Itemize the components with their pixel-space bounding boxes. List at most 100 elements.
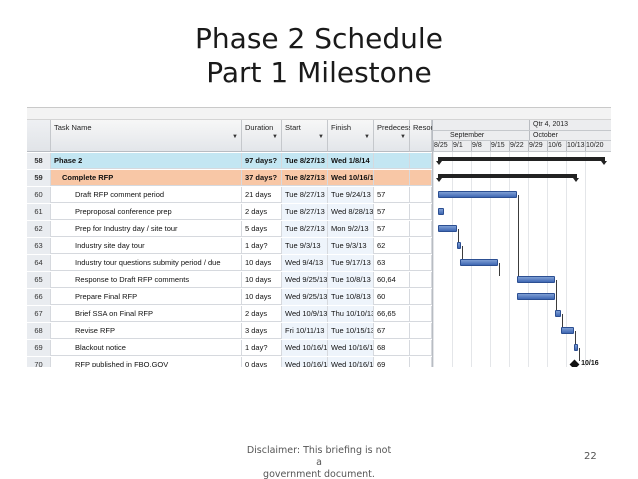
chevron-down-icon[interactable]: ▼ [318, 134, 324, 140]
task-name-cell[interactable]: Industry tour questions submity period /… [51, 255, 242, 271]
task-name-cell[interactable]: Blackout notice [51, 340, 242, 356]
duration-cell[interactable]: 5 days [242, 221, 282, 237]
task-name-cell[interactable]: Draft RFP comment period [51, 187, 242, 203]
row-number[interactable]: 61 [27, 204, 51, 220]
finish-cell[interactable]: Tue 10/8/13 [328, 272, 374, 288]
predecessors-cell[interactable]: 67 [374, 323, 410, 339]
predecessors-cell[interactable]: 57 [374, 187, 410, 203]
row-number[interactable]: 63 [27, 238, 51, 254]
task-name-cell[interactable]: Phase 2 [51, 153, 242, 169]
table-row[interactable]: 59 Complete RFP 37 days? Tue 8/27/13 Wed 10/… [27, 170, 432, 186]
task-bar[interactable] [457, 242, 462, 249]
resources-cell[interactable] [410, 289, 432, 305]
duration-cell[interactable]: 10 days [242, 289, 282, 305]
task-bar[interactable] [438, 191, 518, 198]
task-bar[interactable] [555, 310, 561, 317]
row-number[interactable]: 59 [27, 170, 51, 186]
start-cell[interactable]: Tue 8/27/13 [282, 153, 328, 169]
resources-header[interactable]: Resou [410, 120, 435, 152]
finish-cell[interactable]: Tue 9/3/13 [328, 238, 374, 254]
finish-cell[interactable]: Tue 10/8/13 [328, 289, 374, 305]
row-number[interactable]: 70 [27, 357, 51, 367]
task-bar[interactable] [517, 293, 556, 300]
resources-cell[interactable] [410, 272, 432, 288]
table-row[interactable]: 65 Response to Draft RFP comments 10 days W… [27, 272, 432, 288]
resources-cell[interactable] [410, 153, 432, 169]
finish-cell[interactable]: Thu 10/10/13 [328, 306, 374, 322]
predecessors-cell[interactable]: 62 [374, 238, 410, 254]
table-row[interactable]: 60 Draft RFP comment period 21 days Tue 8/2… [27, 187, 432, 203]
duration-cell[interactable]: 1 day? [242, 238, 282, 254]
finish-cell[interactable]: Wed 10/16/13 [328, 357, 374, 367]
row-number[interactable]: 68 [27, 323, 51, 339]
task-bar[interactable] [574, 344, 579, 351]
start-cell[interactable]: Wed 9/25/13 [282, 272, 328, 288]
task-name-cell[interactable]: Prep for Industry day / site tour [51, 221, 242, 237]
start-cell[interactable]: Tue 8/27/13 [282, 170, 328, 186]
start-cell[interactable]: Tue 8/27/13 [282, 187, 328, 203]
table-row[interactable]: 63 Industry site day tour 1 day? Tue 9/3/13… [27, 238, 432, 254]
finish-cell[interactable]: Tue 10/15/13 [328, 323, 374, 339]
predecessors-cell[interactable]: 57 [374, 221, 410, 237]
task-name-cell[interactable]: Industry site day tour [51, 238, 242, 254]
chevron-down-icon[interactable]: ▼ [272, 134, 278, 140]
start-cell[interactable]: Wed 10/16/13 [282, 357, 328, 367]
task-name-cell[interactable]: Revise RFP [51, 323, 242, 339]
chevron-down-icon[interactable]: ▼ [400, 134, 406, 140]
finish-cell[interactable]: Tue 9/24/13 [328, 187, 374, 203]
chevron-down-icon[interactable]: ▼ [364, 134, 370, 140]
finish-cell[interactable]: Wed 1/8/14 [328, 153, 374, 169]
task-name-cell[interactable]: Preproposal conference prep [51, 204, 242, 220]
resources-cell[interactable] [410, 340, 432, 356]
table-row[interactable]: 69 Blackout notice 1 day? Wed 10/16/13 Wed 1… [27, 340, 432, 356]
start-header[interactable]: Start ▼ [282, 120, 328, 152]
task-bar[interactable] [438, 225, 458, 232]
duration-cell[interactable]: 21 days [242, 187, 282, 203]
predecessors-cell[interactable]: 60 [374, 289, 410, 305]
row-number[interactable]: 66 [27, 289, 51, 305]
duration-cell[interactable]: 97 days? [242, 153, 282, 169]
task-bar[interactable] [438, 208, 444, 215]
predecessors-cell[interactable]: 69 [374, 357, 410, 367]
row-number[interactable]: 62 [27, 221, 51, 237]
resources-cell[interactable] [410, 204, 432, 220]
predecessors-cell[interactable]: 60,64 [374, 272, 410, 288]
start-cell[interactable]: Tue 8/27/13 [282, 204, 328, 220]
chevron-down-icon[interactable]: ▼ [232, 134, 238, 140]
select-all-header[interactable] [27, 120, 51, 152]
table-row[interactable]: 61 Preproposal conference prep 2 days Tue 8… [27, 204, 432, 220]
task-name-cell[interactable]: Brief SSA on Final RFP [51, 306, 242, 322]
resources-cell[interactable] [410, 221, 432, 237]
finish-cell[interactable]: Wed 10/16/13 [328, 340, 374, 356]
predecessors-cell[interactable]: 63 [374, 255, 410, 271]
duration-cell[interactable]: 10 days [242, 272, 282, 288]
summary-bar[interactable] [436, 174, 580, 182]
duration-cell[interactable]: 3 days [242, 323, 282, 339]
resources-cell[interactable] [410, 306, 432, 322]
task-bar[interactable] [560, 327, 575, 334]
finish-cell[interactable]: Wed 10/16/13 [328, 170, 374, 186]
duration-cell[interactable]: 10 days [242, 255, 282, 271]
resources-cell[interactable] [410, 238, 432, 254]
duration-cell[interactable]: 1 day? [242, 340, 282, 356]
row-number[interactable]: 65 [27, 272, 51, 288]
start-cell[interactable]: Wed 9/25/13 [282, 289, 328, 305]
task-name-cell[interactable]: RFP published in FBO.GOV [51, 357, 242, 367]
task-name-cell[interactable]: Response to Draft RFP comments [51, 272, 242, 288]
row-number[interactable]: 69 [27, 340, 51, 356]
start-cell[interactable]: Tue 9/3/13 [282, 238, 328, 254]
milestone-marker[interactable] [569, 359, 580, 367]
table-row[interactable]: 67 Brief SSA on Final RFP 2 days Wed 10/9/1… [27, 306, 432, 322]
predecessors-cell[interactable] [374, 153, 410, 169]
task-name-header[interactable]: Task Name ▼ [51, 120, 242, 152]
summary-bar[interactable] [436, 157, 607, 165]
resources-cell[interactable] [410, 357, 432, 367]
table-row[interactable]: 62 Prep for Industry day / site tour 5 day… [27, 221, 432, 237]
predecessors-cell[interactable] [374, 170, 410, 186]
start-cell[interactable]: Wed 10/9/13 [282, 306, 328, 322]
resources-cell[interactable] [410, 323, 432, 339]
predecessors-header[interactable]: Predecess ▼ [374, 120, 412, 152]
table-row[interactable]: 68 Revise RFP 3 days Fri 10/11/13 Tue 10/15/… [27, 323, 432, 339]
task-bar[interactable] [517, 276, 556, 283]
task-bar[interactable] [460, 259, 499, 266]
